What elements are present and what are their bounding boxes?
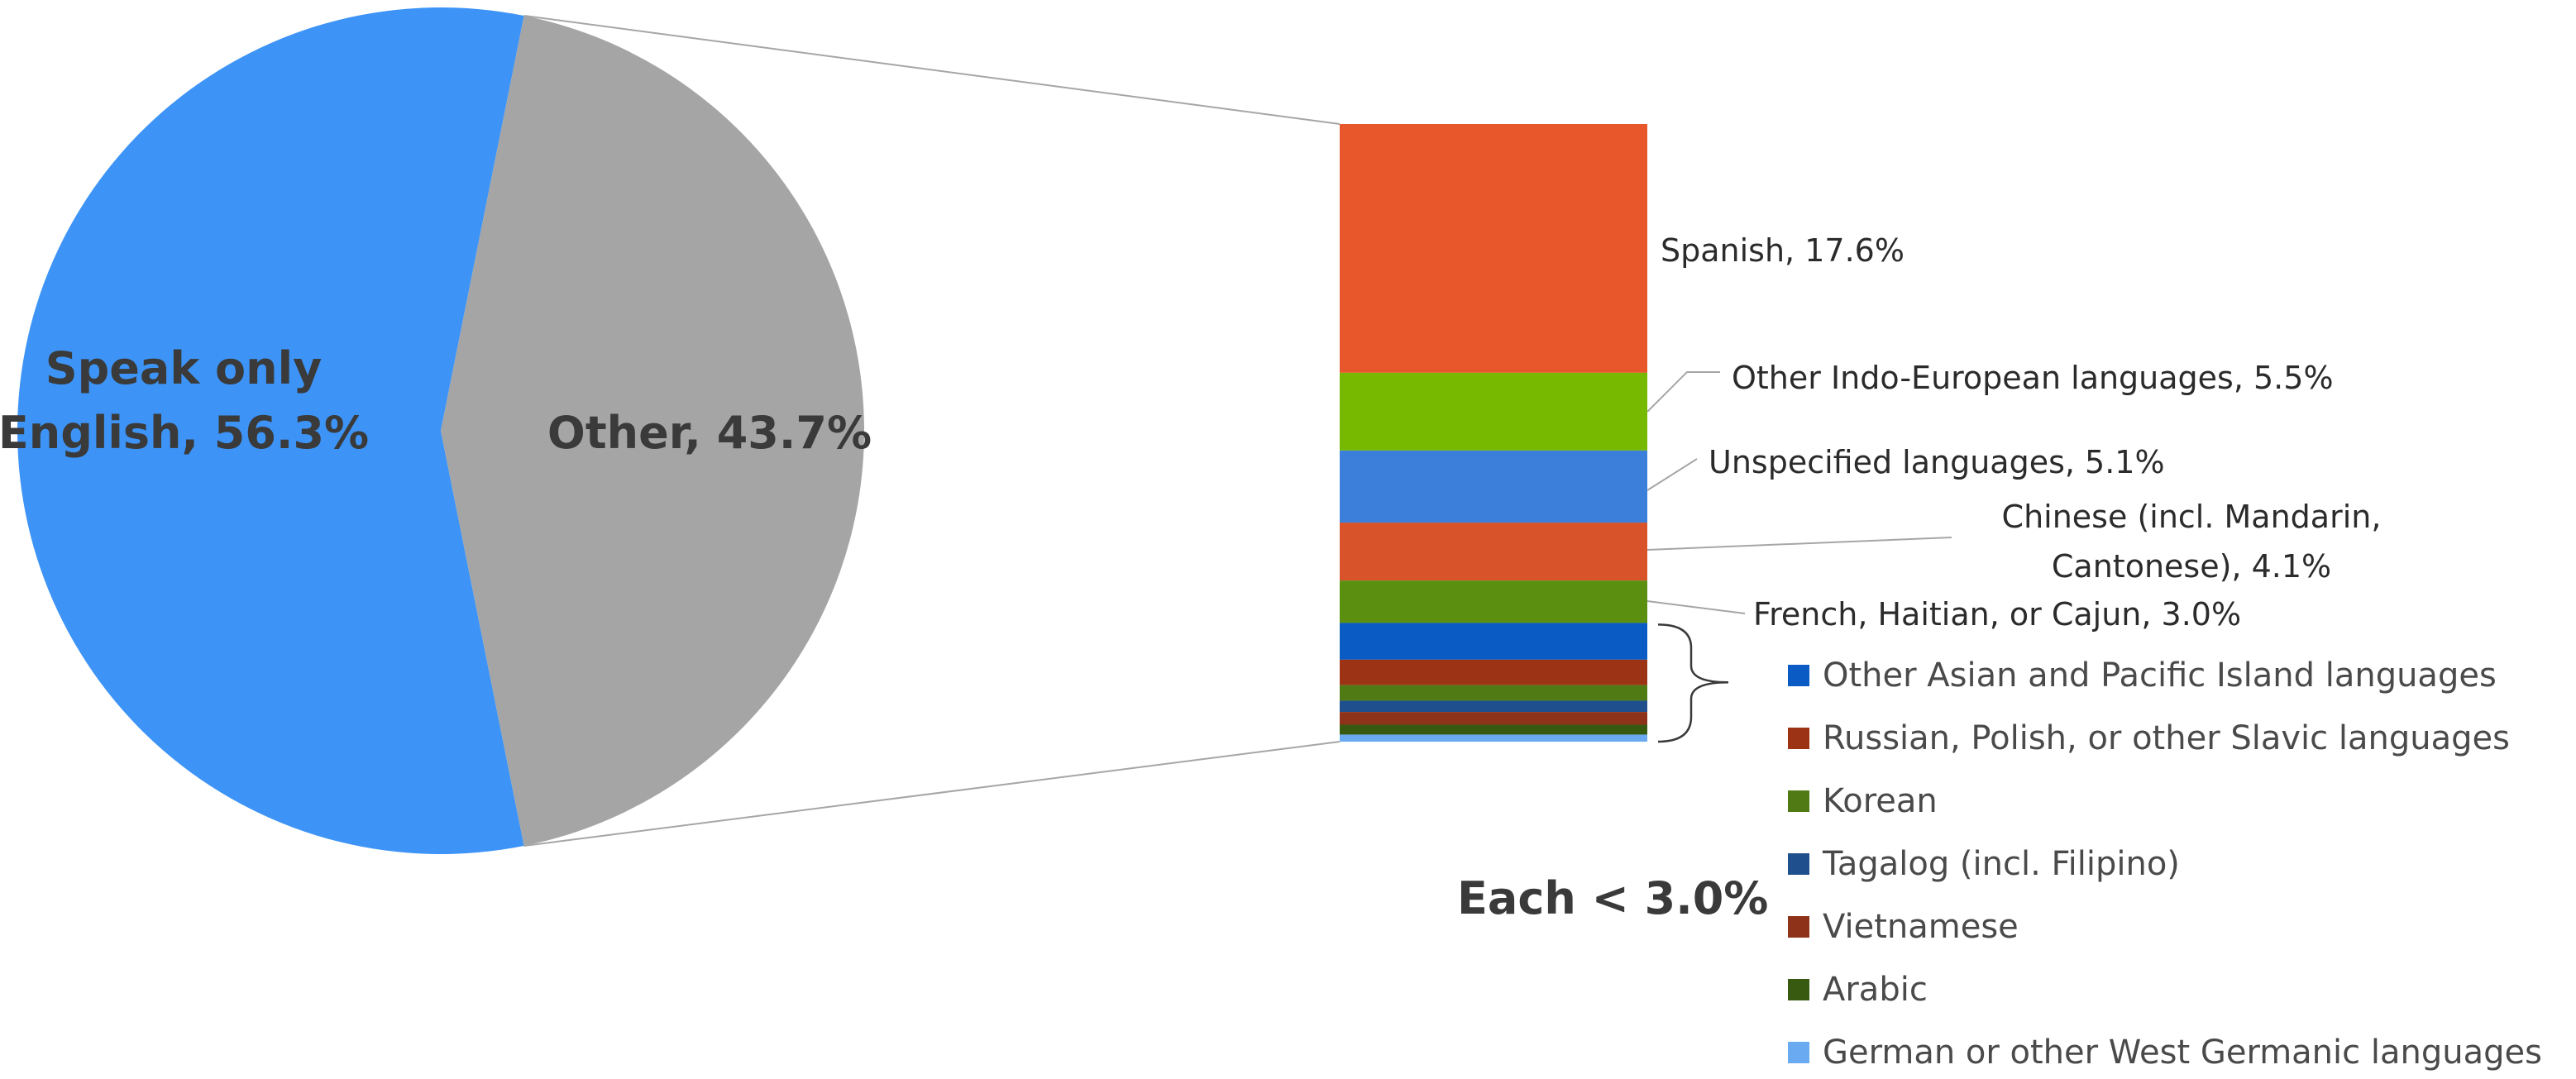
pie-slice-other — [441, 15, 864, 847]
pie-label-speak-only-english: Speak only English, 56.3% — [0, 342, 369, 459]
legend-label: Vietnamese — [1823, 908, 2019, 946]
legend-swatch — [1788, 916, 1809, 938]
legend-item-korean: Korean — [1788, 782, 1938, 820]
legend-swatch — [1788, 853, 1809, 875]
connector-top — [523, 15, 1341, 125]
legend-item-vietnamese: Vietnamese — [1788, 908, 2019, 946]
leader-other-indo-european-languages — [1646, 371, 1720, 413]
bar-segment-spanish — [1340, 124, 1647, 373]
bar-segment-russian-polish-or-other-slavic-languages — [1340, 659, 1647, 685]
bar-segment-arabic — [1340, 724, 1647, 735]
legend-label: Russian, Polish, or other Slavic languag… — [1823, 719, 2510, 757]
bar-segment-other-asian-and-pacific-island-languages — [1340, 623, 1647, 660]
bar-segment-german-or-other-west-germanic-languages — [1340, 734, 1647, 742]
pie-label-other: Other, 43.7% — [547, 407, 872, 459]
leader-unspecified-languages — [1646, 458, 1698, 491]
segment-label-french-haitian-or-cajun: French, Haitian, or Cajun, 3.0% — [1753, 596, 2241, 633]
bar-segment-vietnamese — [1340, 712, 1647, 725]
legend-swatch — [1788, 665, 1809, 686]
legend-item-german-or-other-west-germanic-languages: German or other West Germanic languages — [1788, 1034, 2542, 1072]
segment-label-chinese-incl-mandarin-cantonese: Chinese (incl. Mandarin, Cantonese), 4.1% — [2002, 499, 2382, 585]
legend-item-arabic: Arabic — [1788, 971, 1928, 1009]
legend-swatch — [1788, 728, 1809, 749]
pie: Speak only English, 56.3% Other, 43.7% — [0, 7, 872, 855]
legend-label: Other Asian and Pacific Island languages — [1823, 656, 2497, 695]
bar-segment-korean — [1340, 685, 1647, 701]
segment-label-other-indo-european-languages: Other Indo-European languages, 5.5% — [1732, 360, 2334, 396]
pie-to-bar-connectors — [523, 15, 1341, 847]
legend-swatch — [1788, 1042, 1809, 1063]
stacked-bar — [1340, 124, 1647, 742]
legend-item-russian-polish-or-other-slavic-languages: Russian, Polish, or other Slavic languag… — [1788, 719, 2510, 757]
legend-label: German or other West Germanic languages — [1823, 1034, 2542, 1072]
legend-label: Tagalog (incl. Filipino) — [1822, 845, 2180, 883]
group-brace — [1657, 623, 1729, 743]
leader-chinese-incl-mandarin-cantonese — [1646, 537, 1952, 551]
grouped-note: Each < 3.0% — [1457, 872, 1768, 924]
bar-segment-unspecified-languages — [1340, 450, 1647, 523]
segment-labels: Spanish, 17.6% Other Indo-European langua… — [1646, 232, 2382, 743]
legend-swatch — [1788, 979, 1809, 1000]
legend: Other Asian and Pacific Island languages… — [1788, 656, 2542, 1072]
segment-label-unspecified-languages: Unspecified languages, 5.1% — [1709, 444, 2165, 480]
legend-item-tagalog-incl-filipino: Tagalog (incl. Filipino) — [1788, 845, 2180, 883]
connector-bottom — [523, 741, 1341, 847]
bar-segment-tagalog-incl-filipino — [1340, 700, 1647, 713]
segment-label-spanish: Spanish, 17.6% — [1661, 232, 1905, 269]
legend-label: Arabic — [1823, 971, 1928, 1009]
leader-french-haitian-or-cajun — [1646, 600, 1746, 614]
bar-segment-french-haitian-or-cajun — [1340, 580, 1647, 623]
legend-label: Korean — [1823, 782, 1938, 820]
bar-segment-chinese-incl-mandarin-cantonese — [1340, 523, 1647, 581]
pie-slice-speak-only-english — [17, 7, 524, 855]
legend-item-other-asian-and-pacific-island-languages: Other Asian and Pacific Island languages — [1788, 656, 2497, 695]
legend-swatch — [1788, 790, 1809, 812]
bar-segment-other-indo-european-languages — [1340, 372, 1647, 451]
